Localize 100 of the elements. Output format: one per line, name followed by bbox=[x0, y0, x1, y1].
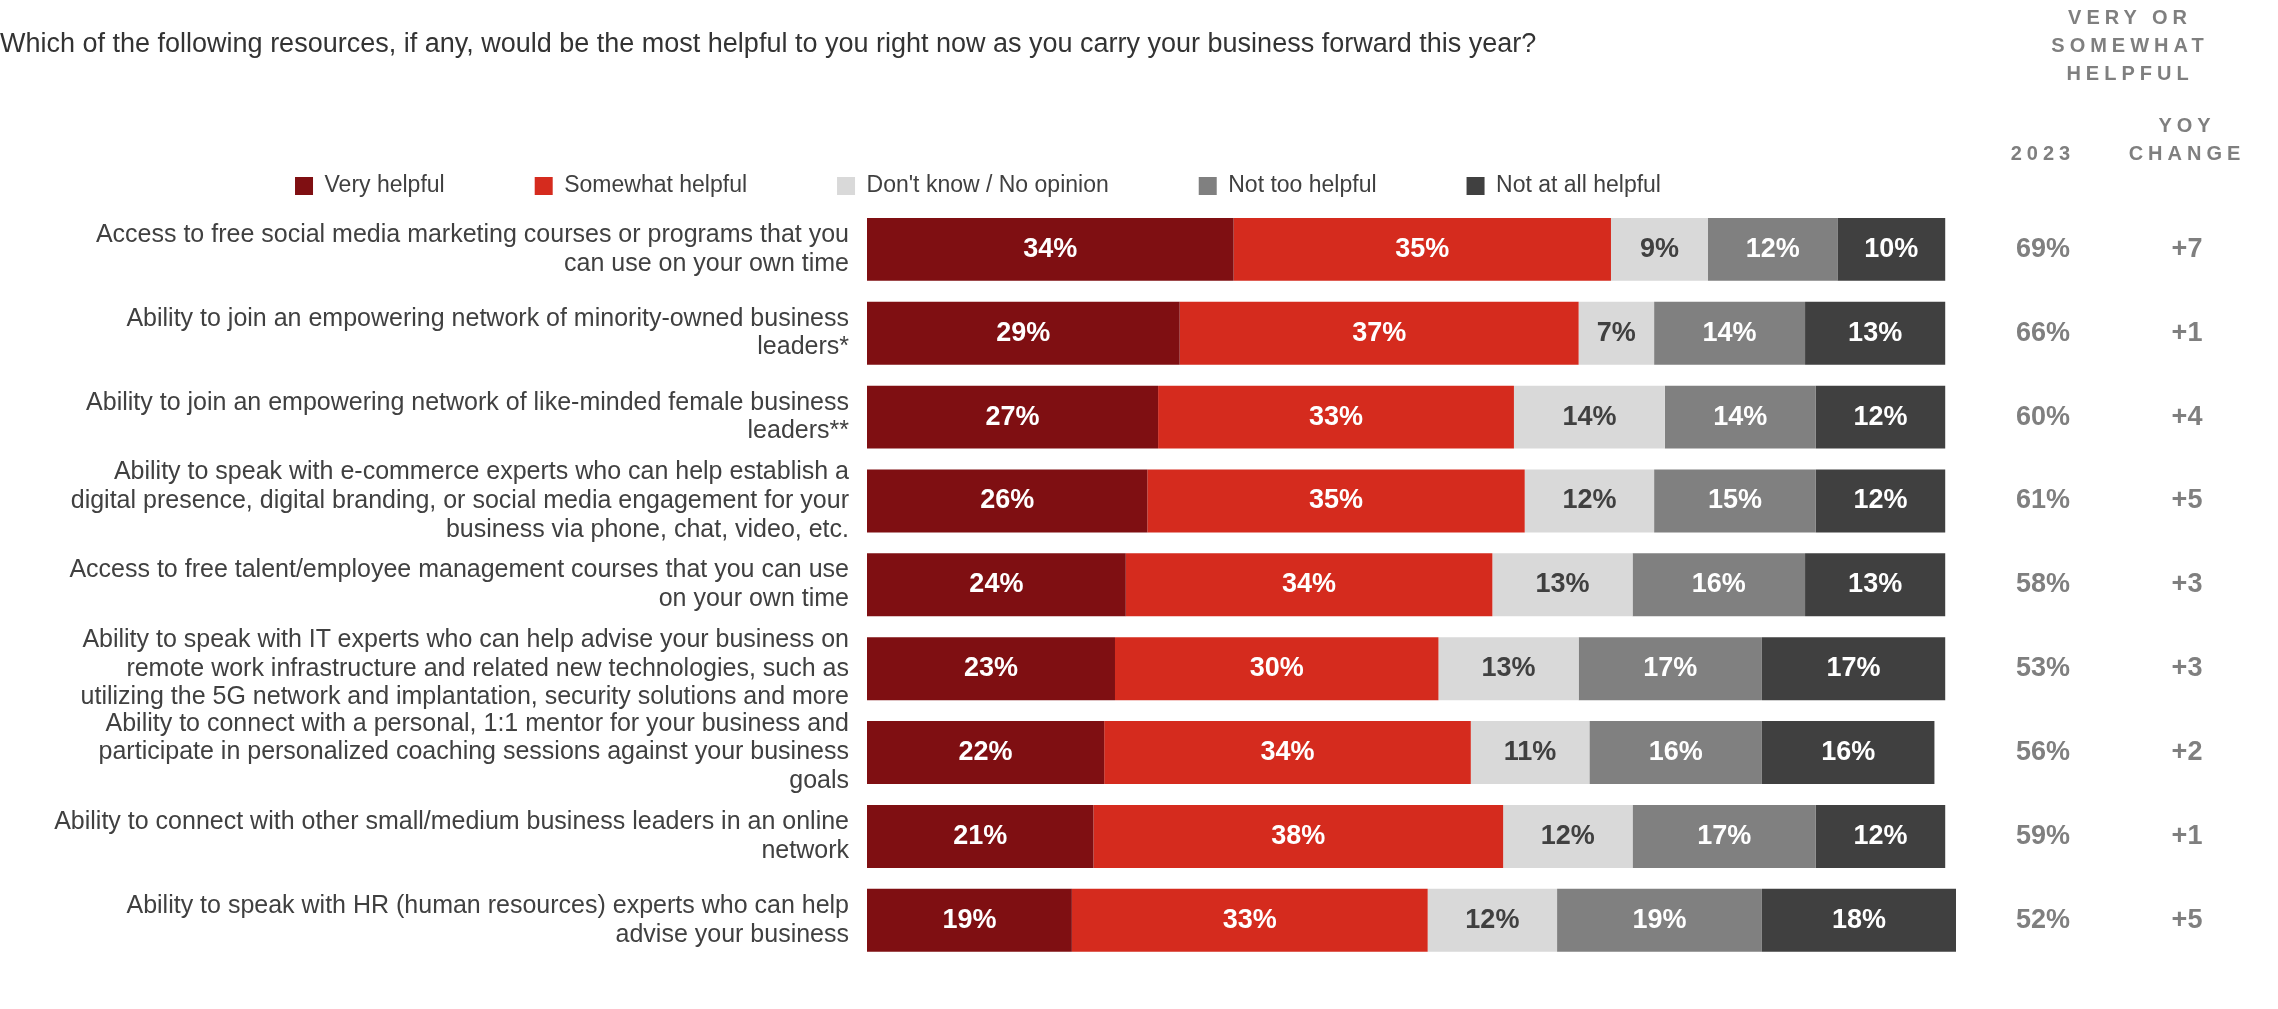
text: +2 bbox=[2171, 736, 2203, 767]
text: +7 bbox=[2171, 232, 2203, 263]
bar bbox=[1125, 553, 1493, 617]
bar bbox=[1632, 804, 1816, 868]
data-label: 22% bbox=[958, 736, 1013, 767]
bar bbox=[867, 637, 1115, 701]
bar bbox=[867, 888, 1072, 952]
bar bbox=[1805, 301, 1946, 365]
y-tick-label: Access to free social media marketing courses or programs that you can use on your own time bbox=[95, 218, 849, 276]
bar bbox=[867, 553, 1126, 617]
data-label: 12% bbox=[1540, 819, 1595, 850]
data-label: 12% bbox=[1745, 232, 1800, 263]
data-label: 33% bbox=[1222, 903, 1277, 934]
data-label: 17% bbox=[1826, 652, 1881, 683]
legend-label: Somewhat helpful bbox=[564, 171, 748, 198]
data-label: 21% bbox=[953, 819, 1008, 850]
text: +5 bbox=[2171, 484, 2203, 515]
data-label: 9% bbox=[1639, 232, 1680, 263]
bar bbox=[1503, 804, 1633, 868]
data-label: 12% bbox=[1465, 903, 1520, 934]
bar bbox=[1708, 217, 1838, 281]
data-label: 14% bbox=[1702, 316, 1757, 347]
data-label: 37% bbox=[1352, 316, 1407, 347]
bar bbox=[1179, 301, 1579, 365]
data-label: 17% bbox=[1643, 652, 1698, 683]
text: 69% bbox=[2015, 232, 2071, 263]
y-tick-label: Ability to connect with other small/medium business leaders in an online network bbox=[54, 805, 850, 863]
bar bbox=[1632, 553, 1806, 617]
data-label: 13% bbox=[1535, 568, 1590, 599]
legend-label: Not at all helpful bbox=[1496, 171, 1661, 198]
bar bbox=[1557, 888, 1762, 952]
bar bbox=[1114, 637, 1439, 701]
bar bbox=[1492, 553, 1633, 617]
data-label: 16% bbox=[1691, 568, 1746, 599]
data-label: 19% bbox=[1632, 903, 1687, 934]
bar bbox=[1578, 301, 1655, 365]
y-tick-label: Access to free talent/employee management courses that you can use on your own time bbox=[69, 554, 849, 612]
y-tick-label: Ability to speak with HR (human resources) experts who can help advise your business bbox=[126, 889, 849, 947]
bar bbox=[867, 804, 1094, 868]
bar bbox=[1761, 721, 1935, 785]
data-label: 13% bbox=[1848, 568, 1903, 599]
data-label: 34% bbox=[1023, 232, 1078, 263]
data-label: 11% bbox=[1503, 736, 1557, 767]
bar bbox=[1815, 469, 1946, 533]
data-label: 33% bbox=[1309, 400, 1364, 431]
text: +4 bbox=[2171, 400, 2203, 431]
y-tick-label: Ability to speak with IT experts who can help advise your business on remote work infrastructure and related new technologies, such as utilizing the 5G network and implantation, security solutions and more bbox=[80, 623, 849, 710]
y-tick-label: Ability to speak with e-commerce experts who can help establish a digital presence, digital branding, or social media engagement for your business via phone, chat, video, etc. bbox=[70, 456, 850, 542]
bar bbox=[1654, 469, 1816, 533]
bar bbox=[867, 301, 1180, 365]
text: 61% bbox=[2015, 484, 2071, 515]
data-label: 34% bbox=[1282, 568, 1337, 599]
data-label: 12% bbox=[1562, 484, 1617, 515]
text: 58% bbox=[2015, 568, 2071, 599]
data-label: 35% bbox=[1395, 232, 1450, 263]
data-label: 10% bbox=[1864, 232, 1919, 263]
bar bbox=[867, 721, 1105, 785]
data-label: 16% bbox=[1821, 736, 1876, 767]
bar bbox=[1438, 637, 1579, 701]
bar bbox=[1158, 385, 1514, 449]
text: +1 bbox=[2171, 819, 2203, 850]
text: 59% bbox=[2015, 819, 2071, 850]
data-label: 23% bbox=[963, 652, 1019, 683]
text: YOY CHANGE bbox=[2128, 114, 2246, 164]
data-label: 14% bbox=[1713, 400, 1768, 431]
data-label: 34% bbox=[1260, 736, 1315, 767]
bar bbox=[867, 217, 1234, 281]
text: 53% bbox=[2015, 652, 2071, 683]
data-label: 30% bbox=[1249, 652, 1304, 683]
bar bbox=[1104, 721, 1471, 785]
text: +1 bbox=[2171, 316, 2203, 347]
data-label: 17% bbox=[1697, 819, 1752, 850]
legend-label: Don't know / No opinion bbox=[866, 171, 1109, 198]
bar bbox=[1524, 469, 1655, 533]
data-label: 35% bbox=[1309, 484, 1364, 515]
bar bbox=[1815, 385, 1946, 449]
text: +3 bbox=[2171, 652, 2203, 683]
text: 56% bbox=[2015, 736, 2071, 767]
bar bbox=[1589, 721, 1762, 785]
data-label: 26% bbox=[980, 484, 1035, 515]
bar bbox=[1761, 637, 1946, 701]
data-label: 12% bbox=[1853, 400, 1908, 431]
data-label: 16% bbox=[1648, 736, 1703, 767]
text: 60% bbox=[2015, 400, 2071, 431]
bar bbox=[1578, 637, 1762, 701]
data-label: 18% bbox=[1831, 903, 1886, 934]
data-label: 15% bbox=[1707, 484, 1762, 515]
bar bbox=[1071, 888, 1428, 952]
bar bbox=[1815, 804, 1946, 868]
bar bbox=[1147, 469, 1525, 533]
bar bbox=[1761, 888, 1956, 952]
bar bbox=[867, 385, 1159, 449]
bar bbox=[1837, 217, 1946, 281]
data-label: 27% bbox=[985, 400, 1040, 431]
legend-label: Not too helpful bbox=[1228, 171, 1377, 198]
data-label: 7% bbox=[1596, 316, 1636, 347]
data-label: 12% bbox=[1853, 819, 1908, 850]
data-label: 24% bbox=[969, 568, 1024, 599]
legend-label: Very helpful bbox=[324, 171, 445, 198]
bar bbox=[1664, 385, 1816, 449]
